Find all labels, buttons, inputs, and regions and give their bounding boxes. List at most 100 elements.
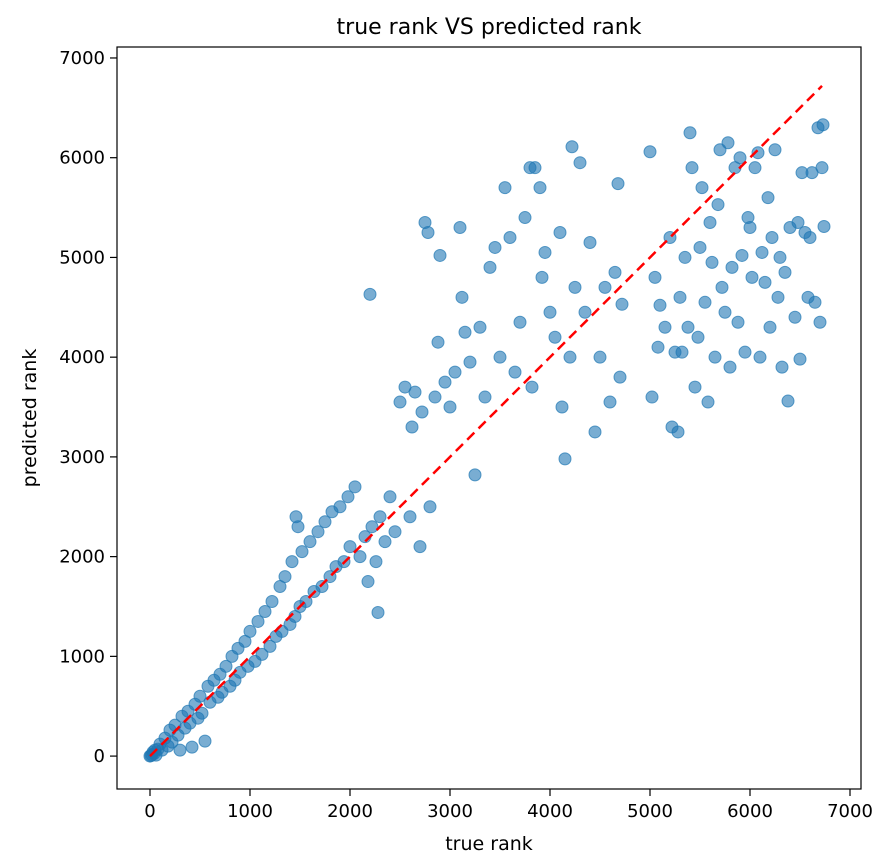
data-point [303,535,317,549]
data-point [513,315,527,329]
data-point [373,510,387,524]
points-layer [143,118,831,763]
data-point [369,555,383,569]
data-point [258,604,272,618]
data-point [758,275,772,289]
data-point [678,250,692,264]
data-point [718,305,732,319]
y-tick-label: 4000 [59,347,105,368]
data-point [295,545,309,559]
data-point [583,235,597,249]
data-point [553,226,567,239]
data-point [365,520,379,534]
data-point [651,340,665,354]
data-point [428,390,442,404]
data-point [453,221,467,235]
data-point [793,352,807,366]
data-point [405,420,419,434]
data-point [333,500,347,514]
data-point [195,706,209,720]
data-point [361,575,375,589]
data-point [743,221,757,235]
data-point [763,320,777,334]
data-point [263,639,277,653]
data-point [691,330,705,344]
data-point [538,245,552,259]
data-point [353,550,367,564]
data-point [388,525,402,539]
data-point [817,220,831,234]
data-point [378,535,392,549]
data-point [698,295,712,309]
data-point [643,145,657,159]
data-point [608,265,622,279]
data-point [685,161,699,175]
identity-line [149,85,823,757]
data-point [815,161,829,175]
data-point [363,287,377,301]
data-point [508,365,522,379]
data-point [568,280,582,294]
data-point [803,230,817,244]
data-point [808,295,822,309]
data-point [735,248,749,262]
data-point [371,605,385,619]
data-point [193,689,207,703]
data-point [315,580,329,594]
data-point [558,452,572,466]
data-point [565,140,579,154]
data-point [761,191,775,205]
data-point [578,305,592,319]
data-point [648,270,662,284]
data-point [443,400,457,414]
data-point [671,425,685,439]
data-point [535,270,549,284]
data-point [473,320,487,334]
data-point [498,181,512,195]
y-tick-label: 3000 [59,447,105,468]
data-point [563,350,577,364]
data-point [703,216,717,230]
data-point [573,156,587,170]
data-point [645,390,659,404]
data-point [611,177,625,191]
data-point [733,151,747,165]
data-point [518,211,532,225]
x-tick-label: 4000 [527,801,573,822]
data-point [291,520,305,534]
data-point [393,395,407,409]
data-point [748,161,762,175]
data-point [543,305,557,319]
data-point [341,490,355,504]
data-point [693,240,707,254]
data-point [265,595,279,609]
data-point [753,350,767,364]
data-point [791,216,805,230]
data-point [775,360,789,374]
data-point [463,355,477,369]
data-point [701,395,715,409]
data-point [433,248,447,262]
y-tick-label: 7000 [59,48,105,69]
data-point [598,280,612,294]
x-tick-label: 5000 [627,801,673,822]
data-point [715,280,729,294]
data-point [383,490,397,504]
x-tick-label: 3000 [427,801,473,822]
data-point [705,255,719,269]
data-point [255,647,269,661]
data-point [278,570,292,584]
data-point [725,260,739,274]
data-point [688,380,702,394]
x-tick-label: 2000 [327,801,373,822]
data-point [813,315,827,329]
data-point [219,659,233,673]
reference-line-layer [149,85,823,757]
data-point [173,743,187,757]
data-point [493,350,507,364]
data-point [738,345,752,359]
data-point [593,350,607,364]
data-point [603,395,617,409]
data-point [613,370,627,384]
